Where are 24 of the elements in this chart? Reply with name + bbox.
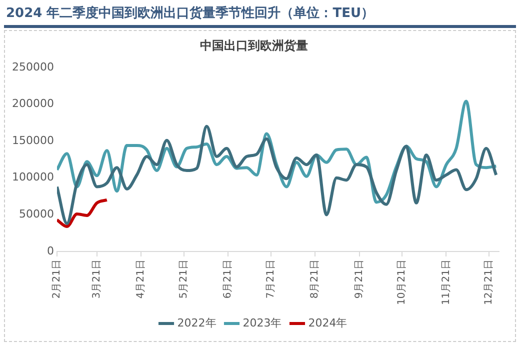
y-tick-label: 150000	[12, 134, 54, 147]
x-tick-label: 8月21日	[310, 260, 321, 299]
chart-subtitle: 中国出口到欧洲货量	[200, 38, 308, 52]
y-tick-label: 50000	[18, 208, 54, 221]
x-tick-label: 6月21日	[222, 260, 234, 299]
line-series	[56, 124, 498, 226]
y-tick-label: 100000	[12, 170, 54, 184]
y-tick-label: 250000	[12, 60, 54, 74]
y-tick-label: 0	[46, 244, 54, 258]
y-tick-label: 200000	[12, 97, 54, 110]
legend-label: 2023年	[242, 316, 282, 330]
legend-label: 2022年	[177, 316, 216, 330]
x-tick-label: 9月21日	[354, 260, 365, 299]
x-tick-label: 12月21日	[484, 260, 495, 306]
x-tick-label: 11月21日	[440, 260, 452, 306]
x-tick-label: 4月21日	[136, 260, 147, 299]
line-series	[56, 198, 108, 228]
x-tick-label: 2月21日	[52, 260, 63, 299]
chart-title: 2024 年二季度中国到欧洲出口货量季节性回升（单位：TEU）	[4, 2, 516, 28]
x-tick-label: 5月21日	[178, 260, 190, 299]
legend-label: 2024年	[308, 316, 348, 330]
x-tick-label: 7月21日	[265, 260, 276, 299]
x-tick-label: 3月21日	[92, 260, 103, 299]
x-tick-label: 10月21日	[396, 260, 408, 306]
